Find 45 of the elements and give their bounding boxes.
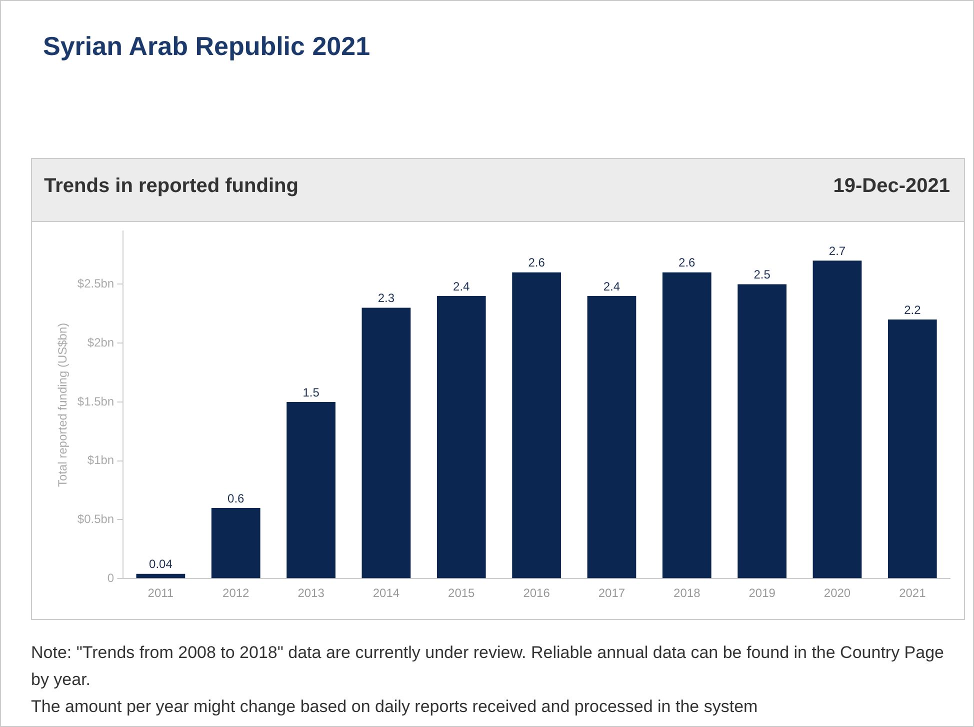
bar: [436, 296, 486, 578]
y-tick-label: $1.5bn: [77, 394, 114, 408]
bar: [738, 284, 786, 578]
x-tick-label: 2018: [674, 586, 701, 600]
bar: [587, 296, 636, 578]
x-tick-label: 2013: [298, 586, 325, 600]
bar: [888, 320, 937, 578]
bar: [512, 272, 561, 578]
x-tick-label: 2017: [598, 586, 626, 600]
text: The amount per year might change based on daily reports received and processed in the system: [31, 696, 759, 718]
y-tick-label: 0: [107, 570, 114, 585]
x-tick-label: 2020: [824, 586, 851, 600]
data-label: 2.2: [904, 302, 922, 317]
text: Note: "Trends from 2008 to 2018" data are currently under review. Reliable annual data can be found in the Country Page by year.: [31, 642, 946, 691]
data-label: 2.4: [603, 279, 620, 294]
bar: [211, 508, 260, 578]
x-tick-label: 2011: [148, 586, 174, 600]
x-tick-label: 2019: [748, 586, 776, 600]
y-tick-label: $1bn: [87, 453, 114, 468]
text: 19-Dec-2021: [833, 175, 950, 198]
x-tick-label: 2021: [899, 586, 926, 600]
data-label: 0.04: [149, 557, 173, 572]
y-axis-title: Total reported funding (US$bn): [56, 322, 70, 487]
bar: [662, 272, 712, 578]
bar: [812, 260, 862, 578]
data-label: 2.4: [453, 279, 470, 294]
data-label: 1.5: [302, 385, 320, 400]
x-tick-label: 2016: [523, 586, 550, 600]
data-label: 0.6: [228, 491, 245, 506]
bar: [286, 402, 336, 578]
chart-title: Syrian Arab Republic 2021: [43, 31, 370, 62]
chart-subtitle: Trends in reported funding: [44, 175, 298, 198]
y-tick-label: $0.5bn: [77, 512, 114, 526]
data-label: 2.6: [678, 256, 696, 270]
bar: [136, 574, 186, 578]
y-tick-label: $2bn: [87, 335, 114, 350]
x-tick-label: 2012: [222, 586, 250, 600]
data-label: 2.7: [828, 244, 846, 258]
data-label: 2.3: [378, 291, 395, 306]
y-tick-label: $2.5bn: [77, 276, 114, 291]
x-tick-label: 2014: [372, 586, 400, 600]
data-label: 2.5: [754, 268, 771, 282]
bar: [362, 308, 411, 578]
data-label: 2.6: [528, 256, 546, 270]
x-tick-label: 2015: [448, 586, 476, 600]
